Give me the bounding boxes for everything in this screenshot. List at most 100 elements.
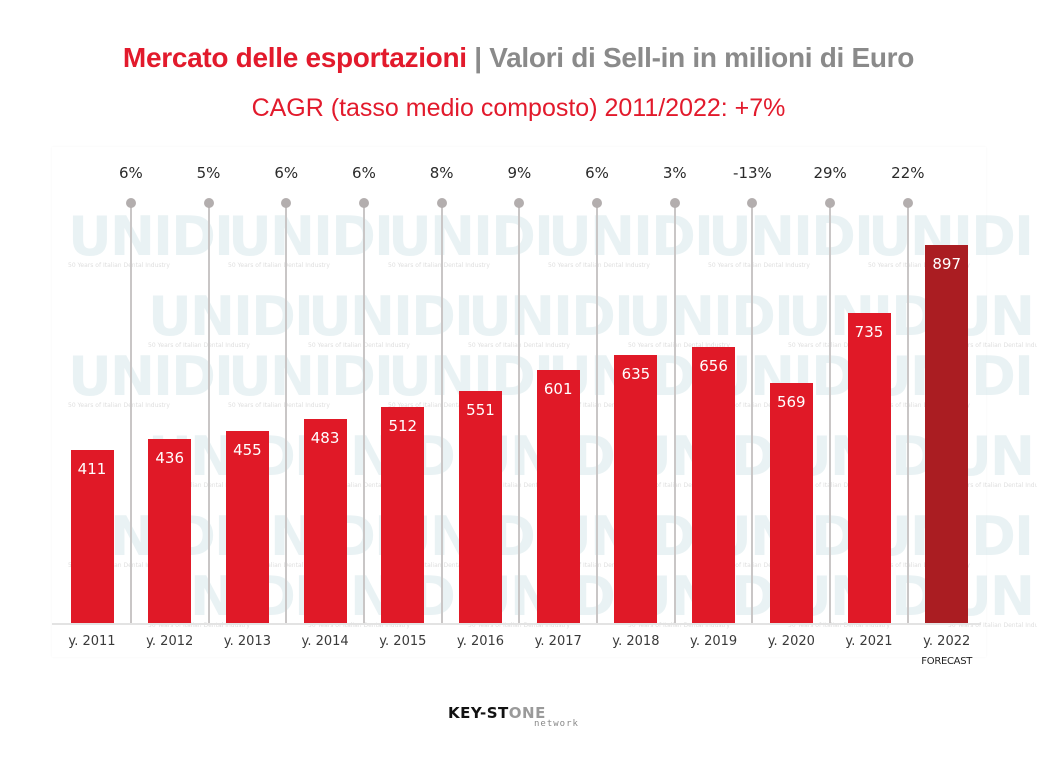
bar: 483 [303,419,347,623]
bar-value-label: 512 [388,417,418,435]
bar-value-label: 569 [776,393,806,411]
bar-forecast: 897 [925,245,969,623]
growth-marker-dot [825,198,836,208]
keystone-logo: KEY-STONE network [448,704,588,734]
watermark-text: UNIDI [548,205,714,268]
growth-separator-line [906,205,909,623]
bar: 601 [536,370,580,623]
bar: 735 [847,313,891,623]
x-axis-label: y. 2011 [68,634,116,649]
bar: 411 [70,450,114,623]
x-axis-baseline [52,623,981,625]
watermark-tagline: 50 Years of Italian Dental Industry [148,342,250,349]
title-gray: Valori di Sell-in in milioni di Euro [489,42,915,73]
watermark-text: UNIDI [148,285,314,348]
watermark-tagline: 50 Years of Italian Dental Industry [228,402,330,409]
bar-value-label: 483 [310,429,340,447]
watermark-text: UNIDI [468,285,634,348]
bar-value-label: 436 [155,449,184,467]
growth-marker-dot [747,198,758,208]
title-separator: | [466,42,490,73]
logo-sub: network [534,719,579,729]
x-axis-label: y. 2020 [767,634,815,649]
growth-marker-dot [436,198,447,208]
x-axis-label: y. 2015 [379,634,427,649]
growth-separator-line [829,205,832,623]
x-axis-sublabel-forecast: FORECAST [921,656,973,667]
bar-value-label: 897 [932,255,961,273]
bar: 551 [459,391,502,623]
growth-separator-line [362,205,365,623]
chart-title: Mercato delle esportazioni | Valori di S… [0,42,1037,74]
growth-rate-label: 9% [507,164,532,182]
watermark-tagline: 50 Years of Italian Dental Industry [388,262,490,269]
growth-separator-line [440,205,443,623]
bar: 436 [148,439,192,623]
watermark-text: UNIDI [228,205,394,268]
growth-rate-label: 3% [662,164,687,182]
growth-marker-dot [125,198,136,208]
watermark-text: UNIDI [708,205,874,268]
x-axis-label: y. 2016 [456,634,505,649]
bar: 455 [225,431,269,623]
chart-subtitle: CAGR (tasso medio composto) 2011/2022: +… [251,94,786,122]
watermark-tagline: 50 Years of Italian Dental Industry [468,342,570,349]
bar: 635 [614,355,658,623]
bar-value-label: 601 [543,380,573,398]
growth-marker-dot [203,198,214,208]
bar-value-label: 656 [699,357,728,375]
growth-marker-dot [358,198,369,208]
bar-value-label: 551 [466,401,495,419]
growth-separator-line [129,205,132,623]
growth-separator-line [518,205,521,623]
bar: 512 [381,407,425,623]
watermark-text: UNIDI [388,205,554,268]
logo-main-dark: KEY-ST [448,704,509,722]
growth-rate-label: 6% [352,164,376,182]
watermark-text: UNIDI [228,345,394,408]
growth-separator-line [285,205,288,623]
growth-rate-label: 8% [429,164,454,182]
x-axis-label: y. 2013 [223,634,271,649]
watermark-tagline: 50 Years of Italian Dental Industry [548,262,650,269]
growth-rate-label: 6% [274,164,299,182]
growth-marker-dot [514,198,525,208]
x-axis-label: y. 2017 [534,634,582,649]
logo-main-gray: ONE [508,704,546,722]
growth-rate-label: 29% [813,164,847,182]
title-red: Mercato delle esportazioni [122,42,467,73]
x-axis-label: y. 2014 [301,634,349,649]
growth-separator-line [596,205,599,623]
watermark-text: UNIDI [308,285,474,348]
x-axis-label: y. 2021 [845,634,893,649]
growth-rate-label: 6% [585,164,609,182]
bar-value-label: 455 [233,441,262,459]
growth-marker-dot [281,198,292,208]
x-axis-label: y. 2019 [689,634,738,649]
growth-marker-dot [592,198,603,208]
growth-rate-label: 22% [891,164,925,182]
watermark-tagline: 50 Years of Italian Dental Industry [708,262,810,269]
x-axis-label: y. 2018 [612,634,660,649]
watermark-tagline: 50 Years of Italian Dental Industry [228,262,330,269]
bar-value-label: 735 [854,323,884,341]
growth-separator-line [673,205,676,623]
growth-marker-dot [902,198,913,208]
watermark-text: UNIDI [628,285,794,348]
growth-rate-label: 5% [196,164,221,182]
growth-separator-line [207,205,210,623]
bar: 656 [692,347,736,623]
growth-rate-label: -13% [733,164,772,182]
x-axis-label: y. 2022 [923,634,971,649]
growth-separator-line [751,205,754,623]
